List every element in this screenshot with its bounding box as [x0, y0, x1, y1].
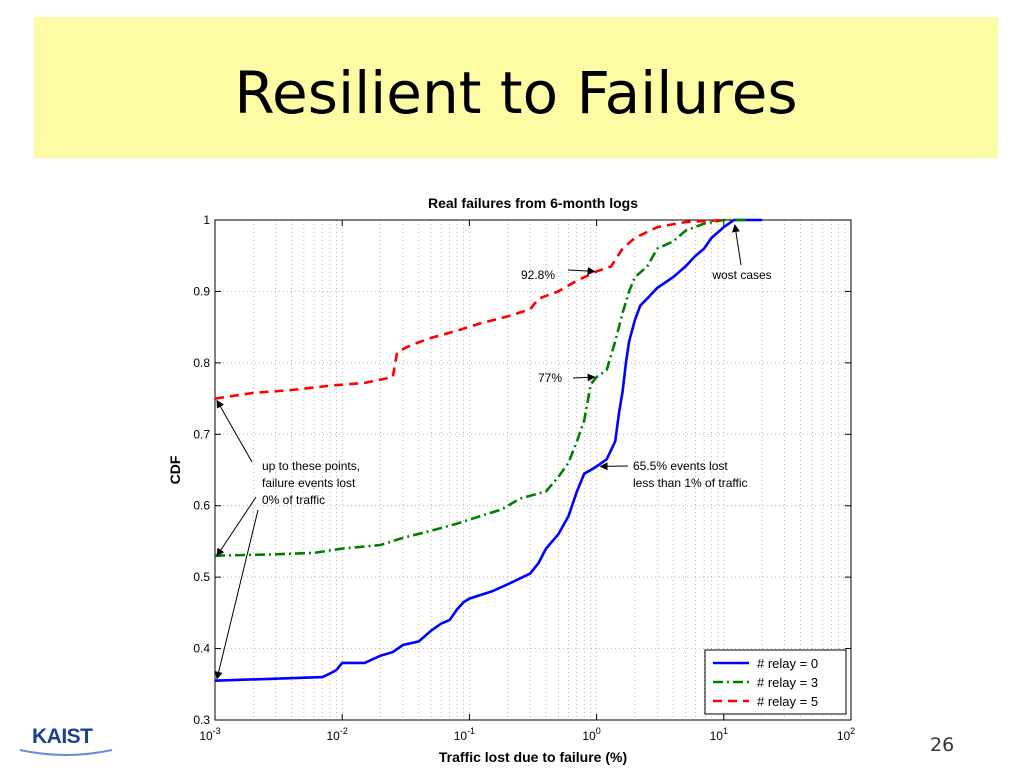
legend-label-0: # relay = 0	[757, 656, 818, 671]
title-band: Resilient to Failures	[34, 17, 998, 158]
kaist-logo: KAIST	[18, 722, 114, 762]
annotation-arrow-zero-loss	[216, 496, 257, 557]
x-axis-label: Traffic lost due to failure (%)	[439, 749, 627, 765]
annotation-65-5-line1: 65.5% events lost	[633, 459, 728, 473]
y-tick-label: 0.9	[193, 284, 210, 298]
x-tick-label: 101	[710, 726, 728, 743]
x-tick-label: 102	[837, 726, 855, 743]
x-tick-label: 10-2	[327, 726, 348, 743]
series-line-2	[214, 218, 724, 400]
annotation-65-5-line2: less than 1% of traffic	[633, 476, 748, 490]
annotation-arrow-worst-cases	[731, 224, 742, 266]
annotation-arrow-77	[572, 373, 596, 382]
y-tick-label: 0.4	[193, 642, 210, 656]
legend-label-2: # relay = 5	[757, 694, 818, 709]
plot-area	[215, 220, 851, 720]
annotation-zero-loss-line2: failure events lost	[262, 476, 356, 490]
annotation-arrow-zero-loss	[216, 399, 253, 463]
annotation-arrow-92-8	[567, 267, 596, 276]
series-line-0	[214, 218, 763, 682]
series-line-1	[214, 218, 747, 557]
x-tick-label: 100	[582, 726, 600, 743]
annotation-worst-cases: wost cases	[711, 268, 771, 282]
annotation-zero-loss-line3: 0% of traffic	[262, 493, 325, 507]
y-axis-label: CDF	[167, 455, 183, 484]
x-tick-label: 10-3	[199, 726, 220, 743]
plot-frame	[214, 219, 852, 721]
slide-title: Resilient to Failures	[234, 59, 798, 127]
y-tick-label: 0.8	[193, 356, 210, 370]
x-tick-label: 10-1	[454, 726, 475, 743]
page-number: 26	[930, 734, 955, 756]
annotation-92-8: 92.8%	[521, 268, 555, 282]
y-tick-label: 1	[203, 213, 210, 227]
y-tick-label: 0.7	[193, 427, 210, 441]
y-tick-label: 0.3	[193, 713, 210, 727]
chart-title: Real failures from 6-month logs	[428, 195, 638, 211]
y-tick-label: 0.5	[193, 570, 210, 584]
legend-label-1: # relay = 3	[757, 675, 818, 690]
annotation-arrow-zero-loss	[214, 509, 259, 680]
y-tick-label: 0.6	[193, 499, 210, 513]
logo-arc-icon	[19, 749, 113, 756]
annotation-zero-loss-line1: up to these points,	[262, 459, 360, 473]
logo-text: KAIST	[32, 725, 93, 748]
annotation-77: 77%	[538, 371, 562, 385]
